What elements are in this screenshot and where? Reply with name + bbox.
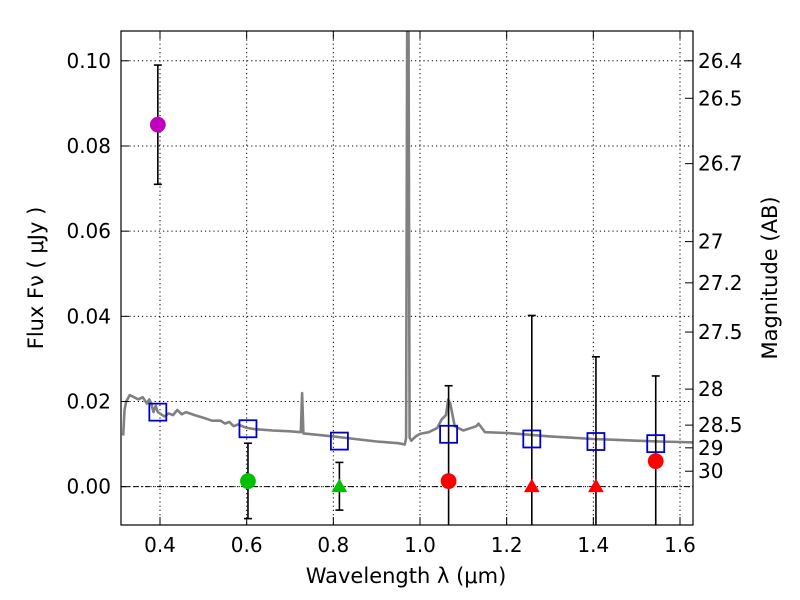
y-tick-label: 0.06 bbox=[66, 219, 111, 243]
x-tick-label: 0.6 bbox=[231, 533, 263, 557]
observed-flux-point bbox=[647, 453, 664, 470]
mag-tick-label: 29 bbox=[698, 436, 723, 460]
observed-flux-point bbox=[149, 116, 166, 133]
y-tick-label: 0.02 bbox=[66, 390, 111, 414]
mag-tick-label: 30 bbox=[698, 459, 723, 483]
observed-flux-point bbox=[440, 473, 457, 490]
x-axis-title: Wavelength λ (μm) bbox=[306, 564, 507, 588]
upper-limit-triangle bbox=[331, 478, 348, 493]
x-tick-label: 1.4 bbox=[577, 533, 609, 557]
upper-limit-triangle bbox=[523, 478, 540, 493]
y-tick-label: 0.00 bbox=[66, 475, 111, 499]
x-tick-label: 1.0 bbox=[404, 533, 436, 557]
mag-tick-label: 28.5 bbox=[698, 413, 743, 437]
x-tick-label: 0.4 bbox=[144, 533, 176, 557]
mag-tick-label: 27.5 bbox=[698, 320, 743, 344]
model-photometry-square bbox=[439, 424, 459, 444]
mag-tick-label: 26.7 bbox=[698, 152, 743, 176]
model-photometry-square bbox=[148, 402, 168, 422]
plot-frame bbox=[120, 30, 694, 526]
axis-ticks: 0.4 0.6 0.8 1.0 1.2 1.4 1.6 0.00 0.02 0.04 0.06 0.0… bbox=[66, 31, 743, 557]
model-spectrum-line bbox=[121, 31, 693, 446]
y-axis-title: Flux Fν ( μJy ) bbox=[24, 207, 48, 350]
mag-tick-label: 28 bbox=[698, 377, 723, 401]
x-tick-label: 1.6 bbox=[664, 533, 696, 557]
model-photometry-square bbox=[522, 429, 542, 449]
x-tick-label: 1.2 bbox=[491, 533, 523, 557]
mag-tick-label: 26.5 bbox=[698, 86, 743, 110]
model-photometry-square bbox=[329, 431, 349, 451]
upper-limit-triangle bbox=[588, 478, 604, 493]
model-photometry-square bbox=[238, 419, 258, 439]
model-photometry-square bbox=[586, 432, 606, 451]
y-tick-label: 0.08 bbox=[66, 134, 111, 158]
observed-flux-point bbox=[240, 473, 256, 490]
y2-axis-title: Magnitude (AB) bbox=[758, 196, 782, 359]
data-series bbox=[121, 31, 693, 525]
y-tick-label: 0.10 bbox=[66, 49, 111, 73]
mag-tick-label: 27.2 bbox=[698, 271, 743, 295]
x-tick-label: 0.8 bbox=[317, 533, 349, 557]
mag-tick-label: 26.4 bbox=[698, 49, 743, 73]
model-photometry-square bbox=[646, 434, 666, 454]
mag-tick-label: 27 bbox=[698, 230, 723, 254]
y-tick-label: 0.04 bbox=[66, 304, 111, 328]
